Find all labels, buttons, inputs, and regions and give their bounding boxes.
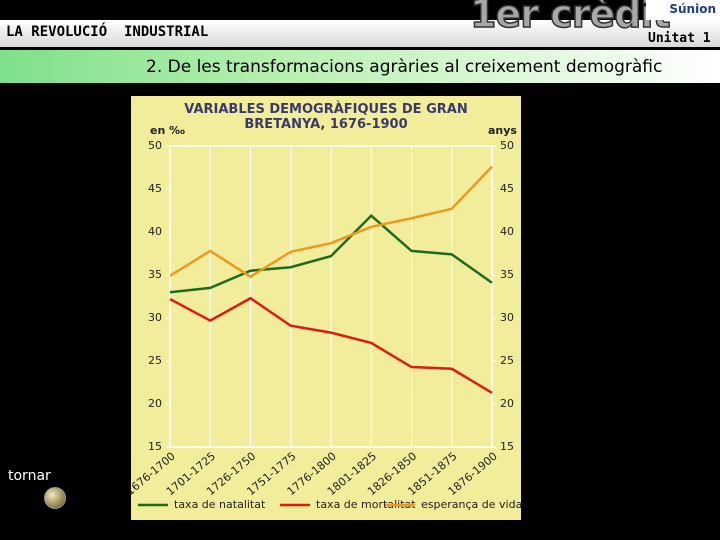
- logo: 1er crèdit: [469, 0, 671, 37]
- y-tick-label: 20: [148, 397, 162, 410]
- y-axis-label: en ‰: [150, 124, 185, 137]
- y-tick-label: 30: [148, 311, 162, 324]
- y2-tick-label: 15: [500, 440, 514, 453]
- subtitle: 2. De les transformacions agràries al cr…: [146, 57, 663, 77]
- y-tick-label: 45: [148, 182, 162, 195]
- y2-tick-label: 35: [500, 268, 514, 281]
- y2-tick-label: 20: [500, 397, 514, 410]
- legend-label: esperança de vida: [421, 498, 521, 511]
- chart-title: VARIABLES DEMOGRÀFIQUES DE GRAN BRETANYA…: [184, 102, 468, 132]
- unit-label: Unitat 1: [648, 31, 711, 46]
- brand: Súnion: [646, 0, 720, 20]
- back-label[interactable]: tornar: [8, 468, 51, 484]
- header-bar: [0, 20, 720, 47]
- header-title: LA REVOLUCIÓ INDUSTRIAL: [6, 24, 209, 40]
- legend-label: taxa de mortalitat: [316, 498, 416, 511]
- chart: 1676-1700 1701-1725 1726-1750 1751-1775 1776…: [124, 96, 523, 520]
- y-tick-label: 40: [148, 225, 162, 238]
- y-tick-label: 15: [148, 440, 162, 453]
- series-line: [169, 213, 493, 294]
- back-button[interactable]: [44, 487, 66, 509]
- y2-tick-label: 50: [500, 139, 514, 152]
- y-tick-label: 35: [148, 268, 162, 281]
- y2-tick-label: 25: [500, 354, 514, 367]
- y2-tick-label: 40: [500, 225, 514, 238]
- series-line: [169, 296, 493, 394]
- y2-axis-label: anys: [488, 124, 517, 137]
- y2-tick-label: 45: [500, 182, 514, 195]
- legend-label: taxa de natalitat: [174, 498, 266, 511]
- y-tick-label: 25: [148, 354, 162, 367]
- y2-tick-label: 30: [500, 311, 514, 324]
- chart-svg: 1676-17001701-17251726-17501751-17751776…: [124, 124, 523, 511]
- subtitle-bar: [0, 50, 720, 83]
- series-line: [169, 165, 493, 279]
- y-tick-label: 50: [148, 139, 162, 152]
